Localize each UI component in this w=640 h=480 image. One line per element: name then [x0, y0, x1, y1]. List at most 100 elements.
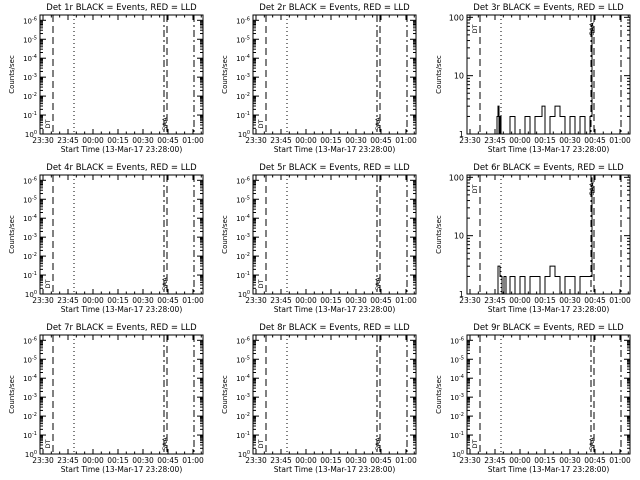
y-tick-exponent: -3 — [245, 73, 250, 79]
y-tick-exponent: -4 — [245, 54, 250, 60]
y-tick-exponent: 0 — [34, 290, 37, 296]
x-tick-label: 00:15 — [534, 296, 556, 305]
y-tick-exponent: -6 — [245, 16, 250, 22]
y-tick-exponent: -6 — [245, 336, 250, 342]
y-tick-exponent: -4 — [459, 374, 464, 380]
y-tick-label: 10-4 — [236, 214, 250, 223]
plot-frame — [466, 334, 631, 455]
x-tick-label: 01:00 — [609, 136, 631, 145]
x-tick-label: 00:00 — [82, 296, 104, 305]
y-axis-label: Counts/sec — [8, 375, 16, 414]
x-tick-label: 23:45 — [484, 456, 506, 465]
y-tick-label: 10-2 — [236, 412, 250, 421]
panel-det-3: Det 3r BLACK = Events, RED = LLD Counts/s… — [435, 3, 631, 154]
y-tick-exponent: 0 — [247, 450, 250, 456]
x-axis-label: Start Time (13-Mar-17 23:28:00) — [274, 305, 396, 314]
panel-title: Det 4r BLACK = Events, RED = LLD — [46, 163, 197, 173]
y-tick-exponent: -2 — [459, 412, 464, 418]
x-tick-label: 23:45 — [270, 136, 292, 145]
x-tick-label: 00:00 — [509, 136, 531, 145]
x-tick-label: 01:00 — [395, 296, 417, 305]
marker-tag-left: DT — [257, 279, 265, 288]
y-tick-label: 10-4 — [236, 374, 250, 383]
marker-tag-right: SAA — [161, 277, 169, 291]
y-tick-exponent: -3 — [32, 393, 37, 399]
y-tick-label: 10-1 — [236, 431, 250, 440]
y-axis-label: Counts/sec — [221, 55, 229, 94]
y-tick-label: 10-1 — [236, 111, 250, 120]
x-tick-label: 00:00 — [295, 296, 317, 305]
y-tick-label: 10-2 — [236, 92, 250, 101]
y-tick-exponent: -1 — [245, 431, 250, 437]
plot-frame — [466, 14, 631, 135]
y-tick-label: 100 — [449, 173, 464, 182]
x-tick-label: 23:30 — [32, 136, 54, 145]
y-tick-exponent: -3 — [459, 393, 464, 399]
panel-det-4: Det 4r BLACK = Events, RED = LLD Counts/s… — [8, 163, 204, 314]
marker-tag-right: SAA — [588, 437, 596, 451]
y-tick-label: 10-1 — [236, 271, 250, 280]
y-tick-label: 10-5 — [236, 35, 250, 44]
y-tick-exponent: 0 — [247, 130, 250, 136]
y-tick-label: 100 — [238, 450, 250, 459]
y-tick-exponent: -3 — [245, 233, 250, 239]
panel-det-1: Det 1r BLACK = Events, RED = LLD Counts/s… — [8, 3, 204, 154]
x-tick-label: 00:15 — [107, 296, 129, 305]
marker-tag-right: SAA — [374, 117, 382, 131]
x-tick-label: 23:30 — [32, 456, 54, 465]
x-tick-label: 00:00 — [295, 456, 317, 465]
y-tick-label: 10-1 — [23, 431, 37, 440]
y-axis-label: Counts/sec — [221, 215, 229, 254]
marker-tag-right: SAA — [161, 437, 169, 451]
y-tick-label: 100 — [452, 450, 464, 459]
y-tick-exponent: -5 — [245, 195, 250, 201]
y-tick-label: 10-6 — [23, 176, 37, 185]
y-tick-label: 10-2 — [23, 92, 37, 101]
x-tick-label: 00:30 — [559, 136, 581, 145]
x-tick-label: 23:30 — [245, 296, 267, 305]
x-axis-label: Start Time (13-Mar-17 23:28:00) — [61, 465, 183, 474]
x-tick-label: 00:30 — [132, 296, 154, 305]
x-axis-label: Start Time (13-Mar-17 23:28:00) — [488, 145, 610, 154]
panel-det-2: Det 2r BLACK = Events, RED = LLD Counts/s… — [221, 3, 417, 154]
x-tick-label: 00:45 — [370, 456, 392, 465]
marker-tag-left: DT — [471, 439, 479, 448]
x-tick-label: 23:45 — [484, 136, 506, 145]
x-axis-label: Start Time (13-Mar-17 23:28:00) — [488, 465, 610, 474]
x-tick-label: 23:30 — [245, 456, 267, 465]
y-tick-label: 10-6 — [23, 336, 37, 345]
y-tick-exponent: -1 — [459, 431, 464, 437]
y-tick-label: 10-6 — [236, 176, 250, 185]
y-tick-label: 10-4 — [450, 374, 464, 383]
marker-tag-left: DT — [471, 24, 479, 33]
y-tick-label: 100 — [25, 290, 37, 299]
y-tick-exponent: -5 — [32, 35, 37, 41]
y-tick-label: 10-3 — [236, 393, 250, 402]
x-tick-label: 23:30 — [245, 136, 267, 145]
y-axis-label: Counts/sec — [435, 55, 443, 94]
y-tick-exponent: -1 — [245, 271, 250, 277]
plot-frame — [39, 334, 204, 455]
x-tick-label: 23:30 — [459, 136, 481, 145]
x-tick-label: 01:00 — [182, 296, 204, 305]
panel-det-7: Det 7r BLACK = Events, RED = LLD Counts/s… — [8, 323, 204, 474]
x-tick-label: 23:45 — [484, 296, 506, 305]
marker-tag-left: DT — [44, 439, 52, 448]
y-tick-exponent: 0 — [34, 130, 37, 136]
y-tick-exponent: -3 — [245, 393, 250, 399]
y-tick-label: 10-5 — [236, 195, 250, 204]
y-tick-exponent: -2 — [32, 92, 37, 98]
y-axis-label: Counts/sec — [8, 215, 16, 254]
x-tick-label: 01:00 — [395, 136, 417, 145]
x-tick-label: 23:45 — [270, 456, 292, 465]
marker-tag-right: SAA — [374, 437, 382, 451]
panel-title: Det 9r BLACK = Events, RED = LLD — [473, 323, 624, 333]
x-tick-label: 00:00 — [295, 136, 317, 145]
x-tick-label: 00:15 — [320, 456, 342, 465]
x-tick-label: 00:45 — [157, 296, 179, 305]
x-tick-label: 00:30 — [132, 456, 154, 465]
plot-frame — [466, 174, 631, 295]
y-tick-label: 10-2 — [450, 412, 464, 421]
y-tick-exponent: -6 — [245, 176, 250, 182]
y-tick-exponent: -5 — [245, 355, 250, 361]
